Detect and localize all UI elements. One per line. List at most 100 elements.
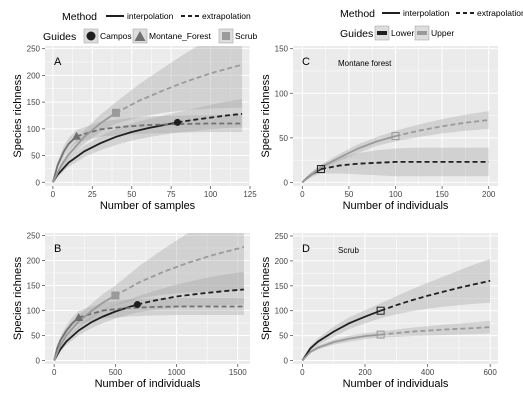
plot-area: [301, 111, 489, 184]
observed-point-montane_forest: [72, 131, 82, 140]
ci-band-montane_forest: [52, 114, 243, 183]
x-tick-label: 75: [167, 190, 176, 199]
y-tick-label: 50: [31, 152, 40, 161]
extrapolation-line-campos: [137, 288, 244, 306]
observed-point-campos: [173, 118, 181, 126]
legend-upper-label: Upper: [431, 28, 454, 38]
y-tick-label: 150: [275, 45, 289, 54]
x-axis-label: Number of individuals: [95, 378, 201, 390]
x-axis-label: Number of individuals: [343, 378, 449, 390]
x-tick-label: 1000: [168, 368, 186, 377]
ci-band-montane_forest: [54, 298, 244, 361]
x-tick-label: 200: [482, 190, 496, 199]
extrapolation-line-lower: [380, 279, 491, 312]
legend-campos-label: Campos: [100, 31, 132, 41]
plot-area: [52, 46, 243, 183]
x-axis-label: Number of samples: [100, 200, 196, 212]
legend-montane-marker: [134, 31, 146, 41]
panel-annotation: Montane forest: [338, 59, 392, 68]
ci-band-upper: [302, 111, 489, 183]
y-tick-label: 200: [275, 257, 289, 266]
legend-lower-marker: [377, 31, 387, 35]
x-tick-label: 1500: [229, 368, 247, 377]
ci-band-upper: [302, 320, 491, 361]
x-tick-label: 100: [389, 190, 403, 199]
legend-scrub-label: Scrub: [235, 31, 257, 41]
ci-band-lower: [302, 147, 489, 183]
legend-method-title: Method: [62, 11, 97, 23]
x-tick-label: 25: [88, 190, 97, 199]
observed-point-scrub: [111, 291, 120, 300]
extrapolation-line-lower: [320, 161, 489, 170]
legend-interpolation-label-right: interpolation: [403, 8, 450, 18]
x-tick-label: 50: [127, 190, 136, 199]
legend-guides-title: Guides: [43, 31, 76, 43]
y-tick-label: 200: [27, 71, 41, 80]
legend-extrapolation-label: extrapolation: [202, 11, 251, 21]
panel-label: A: [54, 56, 62, 68]
y-tick-label: 250: [27, 45, 41, 54]
y-axis-label: Species richness: [12, 74, 24, 158]
x-tick-label: 0: [300, 368, 305, 377]
x-tick-label: 0: [52, 368, 57, 377]
panel-b: 0 500 1000 1500 0 50 100 150 200 250 Number of ind…: [12, 232, 250, 390]
panel-label: B: [54, 243, 61, 255]
y-axis-label: Species richness: [260, 256, 272, 340]
x-tick-label: 0: [51, 190, 56, 199]
y-tick-label: 200: [27, 257, 41, 266]
panels: 0 25 50 75 100 125 0 50 100 150 200 250 Number of sa…: [12, 45, 498, 390]
legend-lower-label: Lower: [391, 28, 414, 38]
x-tick-label: 125: [243, 190, 257, 199]
extrapolation-line-montane_forest: [76, 122, 243, 138]
y-tick-label: 100: [27, 307, 41, 316]
interpolation-line-campos: [53, 303, 138, 361]
panel-d: 0 200 400 600 0 50 100 150 200 250 Number of indiv…: [260, 232, 498, 390]
y-tick-label: 250: [275, 232, 289, 241]
interpolation-line-upper: [301, 135, 396, 184]
observed-point-upper: [391, 132, 400, 141]
y-tick-label: 150: [27, 282, 41, 291]
observed-point-montane_forest: [74, 313, 84, 321]
y-tick-label: 150: [275, 282, 289, 291]
legend-method-title-right: Method: [340, 8, 375, 20]
interpolation-line-lower: [301, 309, 381, 361]
y-tick-label: 50: [279, 332, 288, 341]
x-tick-label: 500: [109, 368, 123, 377]
extrapolation-line-scrub: [114, 246, 245, 297]
y-tick-label: 0: [36, 178, 41, 187]
observed-point-upper: [376, 330, 385, 339]
legend-scrub-marker: [222, 32, 230, 40]
ci-band-scrub: [52, 46, 243, 183]
observed-point-lower: [376, 306, 385, 315]
interpolation-line-montane_forest: [53, 316, 80, 361]
x-tick-label: 400: [421, 368, 435, 377]
y-tick-label: 100: [275, 307, 289, 316]
legend-montane-label: Montane_Forest: [149, 31, 212, 41]
extrapolation-line-montane_forest: [78, 305, 244, 319]
interpolation-line-scrub: [53, 294, 116, 361]
legend-upper-marker: [417, 31, 427, 35]
interpolation-line-montane_forest: [52, 135, 78, 183]
y-tick-label: 0: [284, 357, 289, 366]
panel-label: C: [302, 56, 310, 68]
interpolation-line-scrub: [52, 112, 117, 183]
extrapolation-line-upper: [380, 326, 491, 336]
ci-band-lower: [302, 258, 491, 361]
y-axis-label: Species richness: [12, 256, 24, 340]
y-axis-label: Species richness: [260, 74, 272, 158]
x-tick-label: 200: [358, 368, 372, 377]
x-tick-label: 600: [483, 368, 497, 377]
y-tick-label: 100: [27, 125, 41, 134]
legend-right: Method interpolation extrapolation Guide…: [340, 8, 523, 41]
plot-area: [301, 258, 491, 362]
y-tick-label: 50: [31, 332, 40, 341]
extrapolation-line-campos: [177, 113, 243, 124]
observed-point-lower: [316, 165, 325, 174]
panel-annotation: Scrub: [338, 246, 359, 255]
interpolation-line-upper: [301, 333, 381, 362]
x-tick-label: 50: [344, 190, 353, 199]
x-tick-label: 150: [435, 190, 449, 199]
y-tick-label: 50: [279, 134, 288, 143]
